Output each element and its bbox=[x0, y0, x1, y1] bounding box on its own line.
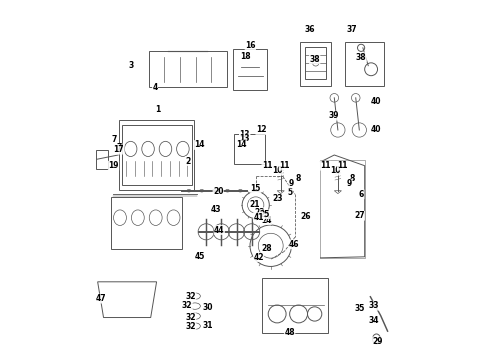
Text: 32: 32 bbox=[185, 322, 196, 331]
Text: 44: 44 bbox=[214, 225, 224, 234]
Text: 29: 29 bbox=[372, 337, 382, 346]
Text: 37: 37 bbox=[347, 26, 358, 35]
Text: 40: 40 bbox=[370, 126, 381, 135]
Text: 3: 3 bbox=[128, 61, 133, 70]
Text: 31: 31 bbox=[203, 321, 214, 330]
Bar bbox=[300, 42, 331, 86]
Text: 20: 20 bbox=[213, 187, 223, 196]
Text: 30: 30 bbox=[203, 303, 214, 312]
Text: 42: 42 bbox=[253, 253, 264, 262]
Text: 15: 15 bbox=[250, 184, 261, 193]
Text: 34: 34 bbox=[368, 315, 379, 324]
Text: 28: 28 bbox=[261, 244, 272, 253]
Text: 8: 8 bbox=[349, 174, 355, 183]
Text: 7: 7 bbox=[117, 143, 122, 152]
Text: 11: 11 bbox=[337, 161, 348, 170]
Text: 1: 1 bbox=[155, 105, 160, 114]
Text: 47: 47 bbox=[96, 294, 107, 303]
Text: 5: 5 bbox=[288, 188, 293, 197]
Text: 9: 9 bbox=[347, 179, 352, 188]
Text: 32: 32 bbox=[185, 313, 196, 322]
Text: 48: 48 bbox=[284, 328, 295, 337]
Text: 16: 16 bbox=[245, 41, 256, 50]
Text: 35: 35 bbox=[354, 304, 365, 313]
Text: 27: 27 bbox=[354, 211, 365, 220]
Text: 39: 39 bbox=[328, 111, 339, 120]
Text: 22: 22 bbox=[255, 208, 265, 217]
Text: 19: 19 bbox=[108, 161, 119, 170]
Text: 46: 46 bbox=[289, 240, 299, 249]
Text: 26: 26 bbox=[300, 212, 311, 221]
Bar bbox=[119, 120, 194, 190]
Text: 33: 33 bbox=[368, 301, 379, 310]
Bar bbox=[345, 42, 384, 86]
Text: 18: 18 bbox=[240, 52, 250, 61]
Text: 10: 10 bbox=[272, 166, 282, 175]
Text: 4: 4 bbox=[152, 83, 158, 92]
Text: 11: 11 bbox=[279, 161, 290, 170]
Text: 43: 43 bbox=[211, 205, 221, 214]
Bar bbox=[96, 150, 108, 169]
Bar bbox=[233, 49, 267, 90]
Text: 32: 32 bbox=[185, 292, 196, 301]
Text: 23: 23 bbox=[272, 194, 282, 203]
Text: 45: 45 bbox=[195, 252, 205, 261]
Text: 13: 13 bbox=[240, 134, 250, 143]
Text: 17: 17 bbox=[114, 145, 124, 154]
Text: 11: 11 bbox=[320, 161, 331, 170]
Text: 24: 24 bbox=[261, 216, 271, 225]
Text: 38: 38 bbox=[309, 55, 320, 64]
Bar bbox=[148, 51, 227, 87]
Bar bbox=[320, 159, 365, 258]
Text: 21: 21 bbox=[250, 200, 260, 209]
Text: 14: 14 bbox=[236, 140, 246, 149]
Text: 32: 32 bbox=[182, 301, 193, 310]
Text: 8: 8 bbox=[296, 174, 301, 183]
Text: 36: 36 bbox=[304, 26, 315, 35]
Text: 11: 11 bbox=[262, 161, 272, 170]
Text: 7: 7 bbox=[111, 135, 117, 144]
Text: 38: 38 bbox=[356, 53, 367, 62]
Text: 9: 9 bbox=[289, 179, 294, 188]
Bar bbox=[234, 134, 265, 164]
Text: 12: 12 bbox=[256, 126, 267, 135]
Text: 40: 40 bbox=[370, 97, 381, 106]
Bar bbox=[122, 125, 192, 185]
Text: 13: 13 bbox=[240, 130, 250, 139]
Text: 10: 10 bbox=[330, 166, 341, 175]
Text: 2: 2 bbox=[185, 157, 191, 166]
Bar bbox=[305, 47, 326, 79]
Text: 14: 14 bbox=[195, 140, 205, 149]
Text: 6: 6 bbox=[359, 190, 364, 199]
Text: 25: 25 bbox=[260, 210, 270, 219]
Bar bbox=[111, 197, 182, 249]
Text: 41: 41 bbox=[253, 213, 264, 222]
Bar bbox=[262, 278, 328, 333]
